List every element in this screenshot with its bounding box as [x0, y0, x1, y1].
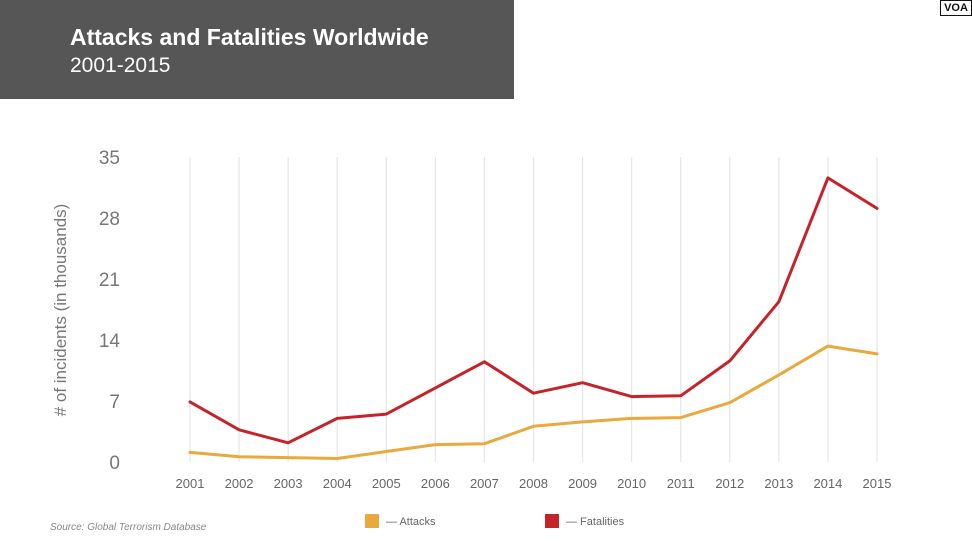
- y-tick-label: 28: [99, 209, 120, 230]
- y-tick-label: 7: [109, 392, 120, 413]
- x-tick-label: 2015: [863, 476, 892, 491]
- legend-swatch: [545, 514, 559, 528]
- x-tick-label: 2009: [568, 476, 597, 491]
- x-tick-label: 2013: [764, 476, 793, 491]
- source-note: Source: Global Terrorism Database: [50, 522, 207, 533]
- title-banner: Attacks and Fatalities Worldwide 2001-20…: [0, 0, 514, 99]
- x-tick-label: 2002: [225, 476, 254, 491]
- x-tick-label: 2001: [176, 476, 205, 491]
- chart-subtitle: 2001-2015: [70, 54, 171, 77]
- y-tick-label: 14: [99, 331, 121, 352]
- x-tick-label: 2012: [715, 476, 744, 491]
- series-line: [188, 344, 879, 460]
- series-line: [188, 176, 879, 445]
- legend-label: — Attacks: [386, 516, 436, 528]
- legend-label: — Fatalities: [566, 516, 625, 528]
- x-tick-label: 2007: [470, 476, 499, 491]
- chart-title: Attacks and Fatalities Worldwide: [70, 24, 429, 50]
- x-tick-label: 2006: [421, 476, 450, 491]
- y-axis-label: # of incidents (in thousands): [51, 204, 70, 417]
- x-tick-label: 2010: [617, 476, 646, 491]
- legend-swatch: [365, 514, 379, 528]
- x-tick-label: 2005: [372, 476, 401, 491]
- x-tick-label: 2011: [667, 476, 695, 491]
- x-tick-label: 2004: [323, 476, 352, 491]
- x-tick-label: 2008: [519, 476, 548, 491]
- y-tick-label: 0: [109, 453, 120, 474]
- voa-logo: VOA: [940, 0, 972, 16]
- y-tick-label: 21: [99, 270, 120, 291]
- x-tick-label: 2003: [274, 476, 303, 491]
- y-tick-label: 35: [99, 148, 120, 169]
- x-tick-label: 2014: [813, 476, 842, 491]
